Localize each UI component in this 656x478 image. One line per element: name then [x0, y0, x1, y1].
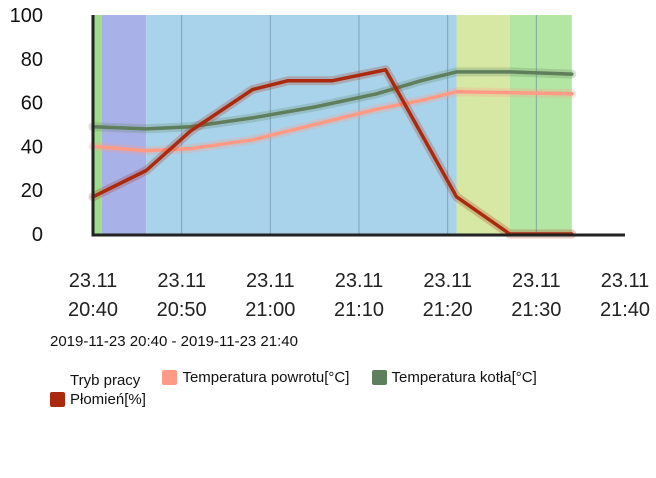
- series-line-2[interactable]: [91, 68, 574, 236]
- y-tick-labels: 0 20 40 60 80 100: [10, 5, 43, 246]
- mode-band-4: [509, 15, 572, 234]
- legend: Tryb pracy Temperatura powrotu[°C] Tempe…: [50, 368, 610, 411]
- legend-item-mode[interactable]: Tryb pracy: [50, 371, 140, 390]
- x-tick-date-6: 23.11: [601, 270, 650, 292]
- mode-band-3: [456, 15, 510, 234]
- legend-swatch-flame: [50, 392, 65, 407]
- x-tick-labels: 23.11 20:40 23.11 20:50 23.11 21:00 23.11 21:10…: [68, 270, 650, 321]
- legend-label-flame: Płomień[%]: [70, 391, 146, 408]
- legend-label-boiler-temp: Temperatura kotła[°C]: [391, 369, 537, 386]
- legend-swatch-boiler-temp: [371, 370, 387, 385]
- series-line-0[interactable]: [91, 89, 574, 153]
- chart-canvas: 0 20 40 60 80 100 23.11 20:40 23.11 20:50 23.11 21…: [10, 5, 650, 321]
- x-tick-time-5: 21:30: [511, 299, 561, 321]
- date-range-label: 2019-11-23 20:40 - 2019-11-23 21:40: [50, 333, 298, 350]
- x-tick-date-5: 23.11: [512, 270, 561, 292]
- legend-label-mode: Tryb pracy: [70, 372, 141, 389]
- y-tick-label-100: 100: [10, 5, 43, 27]
- mode-band-1: [101, 15, 147, 234]
- y-tick-label-40: 40: [21, 136, 43, 158]
- legend-swatch-return-temp: [162, 370, 178, 385]
- y-tick-label-20: 20: [21, 180, 43, 202]
- mode-band-0: [93, 15, 102, 234]
- series-line-1[interactable]: [91, 70, 574, 131]
- x-tick-date-0: 23.11: [69, 270, 118, 292]
- x-tick-date-4: 23.11: [423, 270, 472, 292]
- x-tick-time-2: 21:00: [245, 299, 295, 321]
- legend-item-boiler-temp[interactable]: Temperatura kotła[°C]: [371, 368, 537, 387]
- y-tick-label-60: 60: [21, 93, 43, 115]
- legend-item-return-temp[interactable]: Temperatura powrotu[°C]: [162, 368, 349, 387]
- x-tick-time-0: 20:40: [68, 299, 118, 321]
- x-tick-time-1: 20:50: [157, 299, 207, 321]
- x-tick-date-3: 23.11: [335, 270, 384, 292]
- legend-item-flame[interactable]: Płomień[%]: [50, 390, 146, 409]
- y-tick-label-80: 80: [21, 49, 43, 71]
- grid-lines: [181, 15, 537, 234]
- x-tick-time-6: 21:40: [600, 299, 650, 321]
- x-tick-date-2: 23.11: [246, 270, 295, 292]
- x-tick-time-4: 21:20: [423, 299, 473, 321]
- legend-label-return-temp: Temperatura powrotu[°C]: [182, 369, 350, 386]
- y-tick-label-0: 0: [32, 224, 43, 246]
- x-tick-time-3: 21:10: [334, 299, 384, 321]
- series-lines: [88, 65, 577, 239]
- x-tick-date-1: 23.11: [157, 270, 206, 292]
- axes: [91, 15, 625, 237]
